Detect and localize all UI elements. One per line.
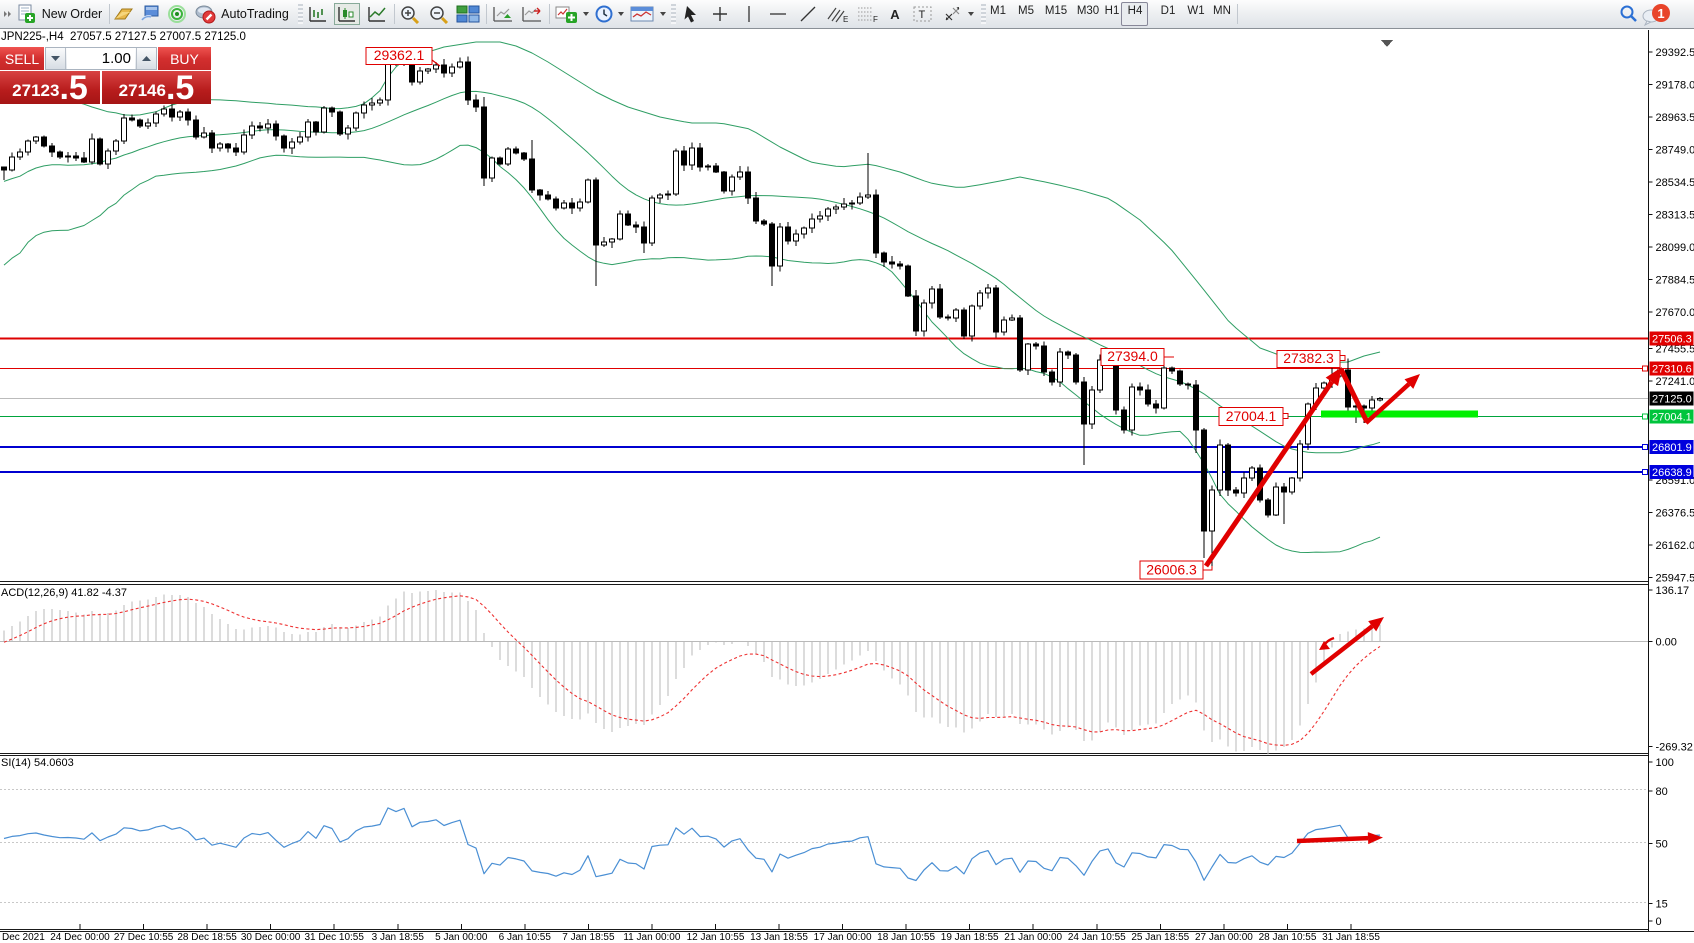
svg-text:28963.5: 28963.5 [1656,112,1694,124]
svg-text:27125.0: 27125.0 [1652,394,1692,406]
svg-text:26376.5: 26376.5 [1656,508,1694,520]
svg-text:28 Jan 10:55: 28 Jan 10:55 [1259,932,1317,943]
svg-text:18 Jan 10:55: 18 Jan 10:55 [877,932,935,943]
svg-text:0.00: 0.00 [1656,637,1677,649]
svg-text:27241.0: 27241.0 [1656,376,1694,388]
svg-text:29392.5: 29392.5 [1656,47,1694,59]
svg-text:28313.5: 28313.5 [1656,210,1694,222]
svg-text:25947.5: 25947.5 [1656,573,1694,585]
svg-text:27394.0: 27394.0 [1107,348,1158,364]
svg-text:31 Dec 10:55: 31 Dec 10:55 [304,932,364,943]
svg-text:6 Jan 10:55: 6 Jan 10:55 [499,932,552,943]
svg-text:27310.6: 27310.6 [1652,364,1692,376]
svg-text:28749.0: 28749.0 [1656,145,1694,157]
svg-text:29362.1: 29362.1 [374,47,425,63]
svg-text:24 Jan 10:55: 24 Jan 10:55 [1068,932,1126,943]
svg-text:27 Jan 00:00: 27 Jan 00:00 [1195,932,1253,943]
svg-text:SI(14) 54.0603: SI(14) 54.0603 [1,757,74,769]
svg-text:100: 100 [1656,757,1674,769]
svg-text:50: 50 [1656,839,1668,851]
svg-text:5 Jan 00:00: 5 Jan 00:00 [435,932,488,943]
svg-text:27 Dec 10:55: 27 Dec 10:55 [114,932,174,943]
svg-text:27506.3: 27506.3 [1652,334,1692,346]
svg-text:19 Jan 18:55: 19 Jan 18:55 [941,932,999,943]
svg-text:29178.0: 29178.0 [1656,80,1694,92]
svg-text:26801.9: 26801.9 [1652,442,1692,454]
svg-text:15: 15 [1656,899,1668,911]
svg-text:0: 0 [1656,916,1662,928]
svg-text:31 Jan 18:55: 31 Jan 18:55 [1322,932,1380,943]
svg-text:Dec 2021: Dec 2021 [2,932,45,943]
svg-text:7 Jan 18:55: 7 Jan 18:55 [562,932,615,943]
svg-text:136.17: 136.17 [1656,585,1690,597]
svg-text:21 Jan 00:00: 21 Jan 00:00 [1004,932,1062,943]
svg-text:-269.32: -269.32 [1656,742,1693,754]
svg-text:T: T [919,9,926,21]
svg-text:25 Jan 18:55: 25 Jan 18:55 [1131,932,1189,943]
svg-text:1: 1 [1657,6,1664,21]
svg-text:24 Dec 00:00: 24 Dec 00:00 [50,932,110,943]
svg-text:27884.5: 27884.5 [1656,275,1694,287]
svg-text:28534.5: 28534.5 [1656,177,1694,189]
svg-text:80: 80 [1656,786,1668,798]
svg-text:26638.9: 26638.9 [1652,467,1692,479]
svg-text:17 Jan 00:00: 17 Jan 00:00 [814,932,872,943]
svg-text:E: E [843,15,848,23]
svg-text:27670.0: 27670.0 [1656,307,1694,319]
svg-text:26162.0: 26162.0 [1656,540,1694,552]
svg-text:3 Jan 18:55: 3 Jan 18:55 [372,932,425,943]
svg-text:27004.1: 27004.1 [1652,412,1692,424]
svg-text:F: F [873,15,878,23]
svg-text:JPN225-,H4 27057.5 27127.5 27: JPN225-,H4 27057.5 27127.5 27007.5 27125… [1,31,246,43]
svg-text:30 Dec 00:00: 30 Dec 00:00 [241,932,301,943]
svg-text:12 Jan 10:55: 12 Jan 10:55 [687,932,745,943]
svg-text:13 Jan 18:55: 13 Jan 18:55 [750,932,808,943]
svg-text:26006.3: 26006.3 [1146,562,1197,578]
svg-text:ACD(12,26,9) 41.82 -4.37: ACD(12,26,9) 41.82 -4.37 [1,587,127,599]
svg-text:27455.5: 27455.5 [1656,344,1694,356]
svg-text:28099.0: 28099.0 [1656,242,1694,254]
svg-text:28 Dec 18:55: 28 Dec 18:55 [177,932,237,943]
svg-text:27382.3: 27382.3 [1283,350,1334,366]
svg-text:27004.1: 27004.1 [1226,408,1277,424]
svg-text:11 Jan 00:00: 11 Jan 00:00 [623,932,681,943]
